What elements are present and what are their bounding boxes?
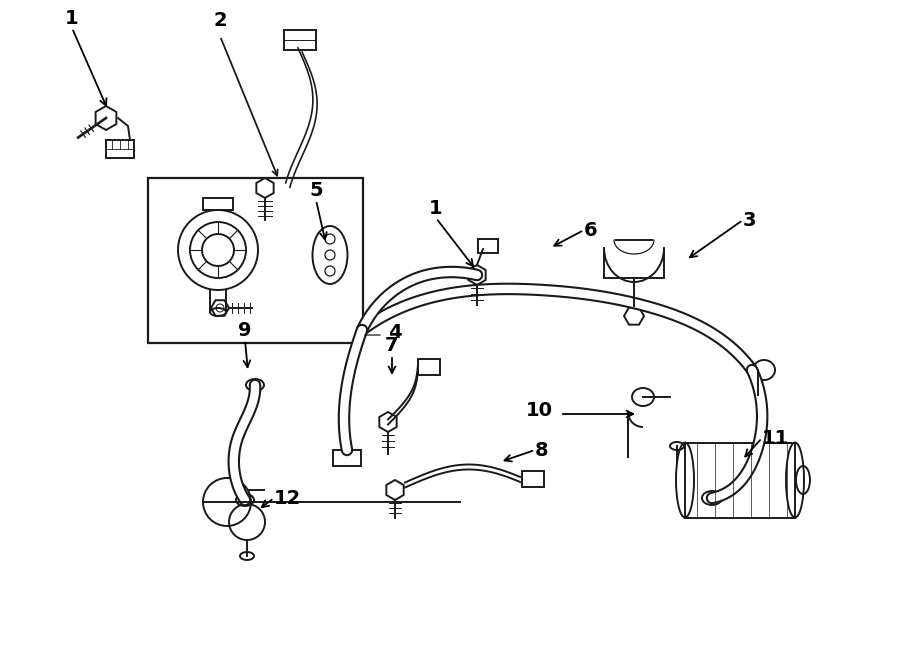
- Bar: [284, 30, 316, 50]
- Text: 11: 11: [762, 428, 789, 447]
- Text: 8: 8: [535, 440, 549, 459]
- Bar: [478, 239, 498, 253]
- Text: 3: 3: [743, 210, 757, 229]
- Text: 1: 1: [429, 199, 443, 218]
- Bar: [522, 471, 544, 487]
- Text: 2: 2: [213, 11, 227, 30]
- Text: 10: 10: [526, 401, 553, 420]
- Bar: [148, 178, 363, 343]
- Text: 1: 1: [65, 9, 79, 28]
- Bar: [685, 443, 795, 518]
- Bar: [333, 450, 361, 466]
- Text: 6: 6: [584, 221, 598, 239]
- Text: 4: 4: [388, 323, 401, 342]
- Bar: [106, 140, 134, 158]
- Text: 5: 5: [310, 181, 323, 200]
- Text: 12: 12: [274, 488, 302, 508]
- Text: 7: 7: [385, 336, 399, 355]
- Bar: [418, 359, 440, 375]
- Text: 9: 9: [238, 321, 252, 340]
- Bar: [203, 198, 233, 210]
